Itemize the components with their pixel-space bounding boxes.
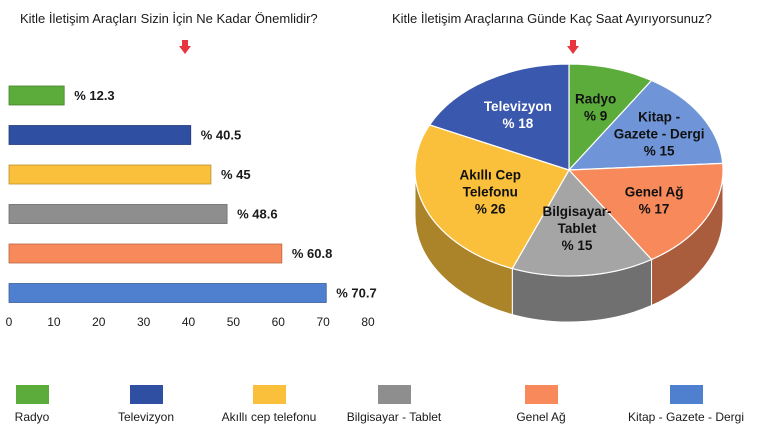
pie-slice [568,63,653,172]
pie-slice-label: Bilgisayar-Tablet% 15 [542,204,611,253]
bar-value-label: % 48.6 [237,207,277,222]
pie-slice-label: Akıllı Cep Telefonu% 26 [459,167,521,216]
bar-value-label: % 40.5 [201,128,241,143]
pie-slice [428,63,570,171]
legend-label: Televizyon [117,410,175,424]
bar-chart: % 12.3 % 40.5 % 45 % 48.6 % 60.8 % 70.7 0 10 20 3… [6,85,377,329]
down-arrow-icon [179,40,191,54]
pie-slice-label: Televizyon% 18 [484,99,552,131]
bar [8,125,192,145]
x-tick-label: 80 [361,315,375,329]
pie-slice-label: Radyo% 9 [575,91,616,123]
bar [8,243,283,264]
bar-value-label: % 45 [221,167,251,182]
pie-chart-title: Kitle İletişim Araçlarına Günde Kaç Saat… [392,11,712,26]
x-tick-label: 20 [92,315,106,329]
x-tick-label: 10 [47,315,61,329]
bar-value-label: % 12.3 [74,88,114,103]
bar-chart-title: Kitle İletişim Araçları Sizin İçin Ne Ka… [20,11,318,26]
down-arrow-icon [567,40,579,54]
legend-swatch [378,385,411,404]
legend-label: Bilgisayar - Tablet [346,410,442,424]
pie-chart: Radyo% 9 Kitap -Gazete - Dergi% 15 Genel A… [414,63,724,323]
bar-value-label: % 70.7 [336,286,376,301]
pie-slice [567,162,724,261]
legend-label: Genel Ağ [516,410,566,424]
pie-slice-label: Kitap -Gazete - Dergi% 15 [614,109,705,158]
legend-swatch [130,385,163,404]
bar [8,164,212,185]
x-tick-label: 40 [182,315,196,329]
bar [8,85,65,106]
pie-slice [511,168,653,277]
x-tick-label: 0 [6,315,13,329]
legend-swatch [253,385,286,404]
pie-slice-label: Genel Ağ% 17 [625,184,684,216]
bar [8,204,228,224]
x-tick-label: 30 [137,315,151,329]
legend-swatch [16,385,49,404]
bar-value-label: % 60.8 [292,246,332,261]
pie-slice [414,124,570,270]
legend-label: Radyo [14,410,50,424]
legend-label: Kitap - Gazete - Dergi [627,410,745,424]
legend-swatch [670,385,703,404]
x-tick-label: 70 [316,315,330,329]
legend-swatch [525,385,558,404]
pie-slice [567,79,724,171]
bar [8,283,327,303]
x-tick-label: 60 [272,315,286,329]
x-tick-label: 50 [227,315,241,329]
legend-label: Akıllı cep telefonu [221,410,317,424]
